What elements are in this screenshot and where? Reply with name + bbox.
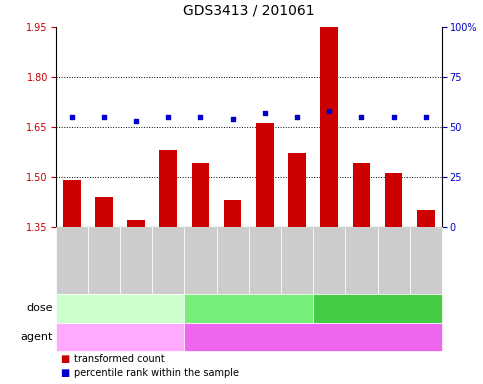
Text: GDS3413 / 201061: GDS3413 / 201061 bbox=[183, 3, 314, 17]
Text: agent: agent bbox=[21, 332, 53, 342]
Point bbox=[100, 114, 108, 120]
Bar bbox=[192, 163, 209, 227]
Point bbox=[197, 114, 204, 120]
Point bbox=[357, 114, 365, 120]
Point bbox=[132, 118, 140, 124]
Bar bbox=[159, 150, 177, 227]
Text: GSM240532: GSM240532 bbox=[293, 237, 301, 283]
Text: ▶: ▶ bbox=[57, 304, 63, 313]
Point bbox=[422, 114, 430, 120]
Text: GSM240525: GSM240525 bbox=[67, 237, 76, 283]
Point bbox=[164, 114, 172, 120]
Point bbox=[68, 114, 75, 120]
Text: GSM240535: GSM240535 bbox=[389, 237, 398, 283]
Text: GSM240528: GSM240528 bbox=[164, 237, 173, 283]
Text: ■: ■ bbox=[60, 354, 70, 364]
Point bbox=[229, 116, 237, 122]
Text: 100 um/L: 100 um/L bbox=[351, 303, 404, 313]
Text: transformed count: transformed count bbox=[74, 354, 165, 364]
Text: GSM240530: GSM240530 bbox=[228, 237, 237, 283]
Text: GSM240527: GSM240527 bbox=[131, 237, 141, 283]
Bar bbox=[385, 173, 402, 227]
Bar bbox=[417, 210, 435, 227]
Point bbox=[261, 110, 269, 116]
Bar bbox=[256, 123, 274, 227]
Bar bbox=[320, 27, 338, 227]
Text: GSM240526: GSM240526 bbox=[99, 237, 108, 283]
Point bbox=[390, 114, 398, 120]
Point bbox=[293, 114, 301, 120]
Text: GSM240533: GSM240533 bbox=[325, 237, 334, 283]
Bar bbox=[288, 153, 306, 227]
Bar bbox=[95, 197, 113, 227]
Text: ■: ■ bbox=[60, 368, 70, 378]
Text: control: control bbox=[100, 332, 139, 342]
Bar bbox=[353, 163, 370, 227]
Text: ▶: ▶ bbox=[57, 333, 63, 341]
Text: homocysteine: homocysteine bbox=[274, 332, 352, 342]
Text: percentile rank within the sample: percentile rank within the sample bbox=[74, 368, 239, 378]
Text: dose: dose bbox=[27, 303, 53, 313]
Text: 10 um/L: 10 um/L bbox=[226, 303, 271, 313]
Text: GSM240534: GSM240534 bbox=[357, 237, 366, 283]
Text: GSM240529: GSM240529 bbox=[196, 237, 205, 283]
Bar bbox=[224, 200, 242, 227]
Bar bbox=[63, 180, 81, 227]
Point bbox=[326, 108, 333, 114]
Bar bbox=[127, 220, 145, 227]
Text: GSM240531: GSM240531 bbox=[260, 237, 270, 283]
Text: 0 um/L: 0 um/L bbox=[100, 303, 139, 313]
Text: GSM240848: GSM240848 bbox=[421, 237, 430, 283]
